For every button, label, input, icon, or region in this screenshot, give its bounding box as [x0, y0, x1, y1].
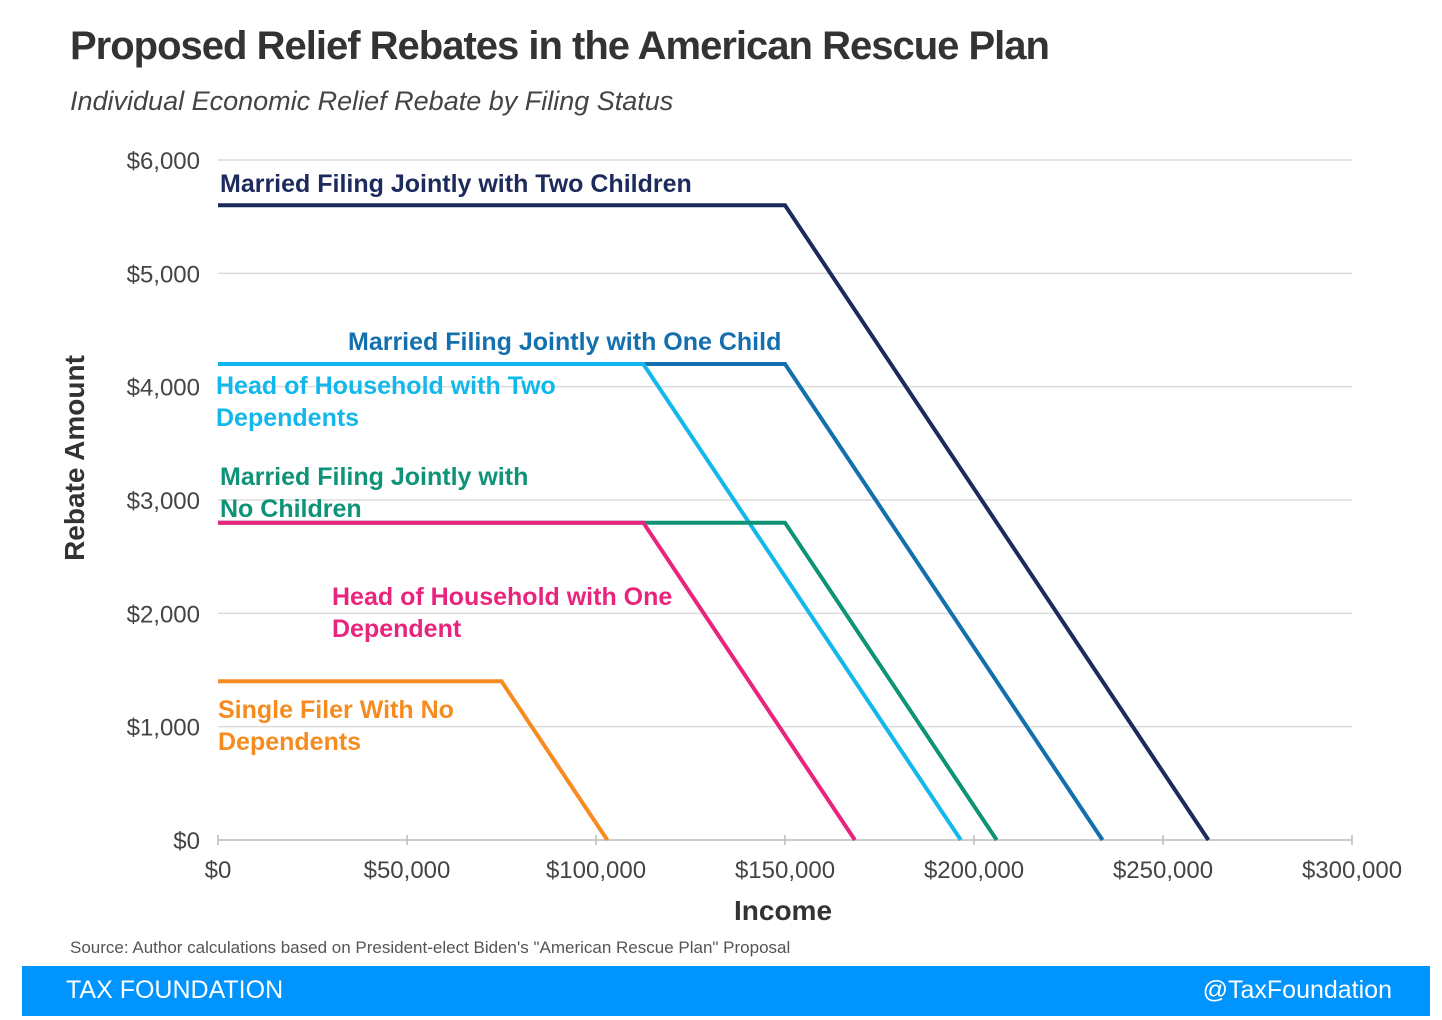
- series-line-single: [218, 679, 609, 842]
- x-axis-title: Income: [734, 895, 832, 926]
- x-tick-label: $200,000: [924, 857, 1024, 884]
- y-tick-label: $3,000: [127, 488, 200, 515]
- series-line-mfj2: [218, 203, 1211, 842]
- x-tick-label: $100,000: [546, 857, 646, 884]
- chart-subtitle: Individual Economic Relief Rebate by Fil…: [70, 86, 674, 116]
- y-tick-label: $6,000: [127, 148, 200, 175]
- axes: $0 $1,000 $2,000 $3,000 $4,000 $5,000 $6,000 $0…: [59, 148, 1402, 926]
- series-label-hoh1: Head of Household with One Dependent: [332, 583, 672, 643]
- line-chart: $0 $1,000 $2,000 $3,000 $4,000 $5,000 $6,000 $0…: [59, 148, 1402, 926]
- series-line-hoh1: [218, 520, 857, 842]
- y-tick-label: $2,000: [127, 601, 200, 628]
- series-label-mfj0: Married Filing Jointly with No Children: [220, 463, 528, 523]
- y-tick-label: $4,000: [127, 375, 200, 402]
- footer-handle: @TaxFoundation: [1202, 976, 1392, 1004]
- series-label-mfj1: Married Filing Jointly with One Child: [348, 328, 781, 356]
- footer-bar: TAX FOUNDATION @TaxFoundation: [22, 966, 1430, 1016]
- x-tick-label: $150,000: [735, 857, 835, 884]
- series-labels: Married Filing Jointly with Two Children…: [216, 170, 781, 756]
- footer-brand: TAX FOUNDATION: [66, 976, 284, 1004]
- x-tick-label: $0: [205, 857, 232, 884]
- series-label-single: Single Filer With No Dependents: [218, 696, 454, 756]
- chart-title: Proposed Relief Rebates in the American …: [70, 24, 1050, 68]
- series-lines: [218, 203, 1211, 842]
- series-label-mfj2: Married Filing Jointly with Two Children: [220, 170, 692, 198]
- y-tick-label: $1,000: [127, 715, 200, 742]
- gridlines: [218, 159, 1352, 728]
- y-axis-title: Rebate Amount: [59, 355, 90, 561]
- x-tick-label: $50,000: [364, 857, 451, 884]
- series-label-hoh2: Head of Household with Two Dependents: [216, 372, 556, 432]
- x-tick-label: $300,000: [1302, 857, 1402, 884]
- x-tick-label: $250,000: [1113, 857, 1213, 884]
- source-note: Source: Author calculations based on Pre…: [70, 938, 791, 957]
- y-tick-label: $0: [173, 828, 200, 855]
- series-line-hoh2: [218, 362, 963, 842]
- y-tick-label: $5,000: [127, 261, 200, 288]
